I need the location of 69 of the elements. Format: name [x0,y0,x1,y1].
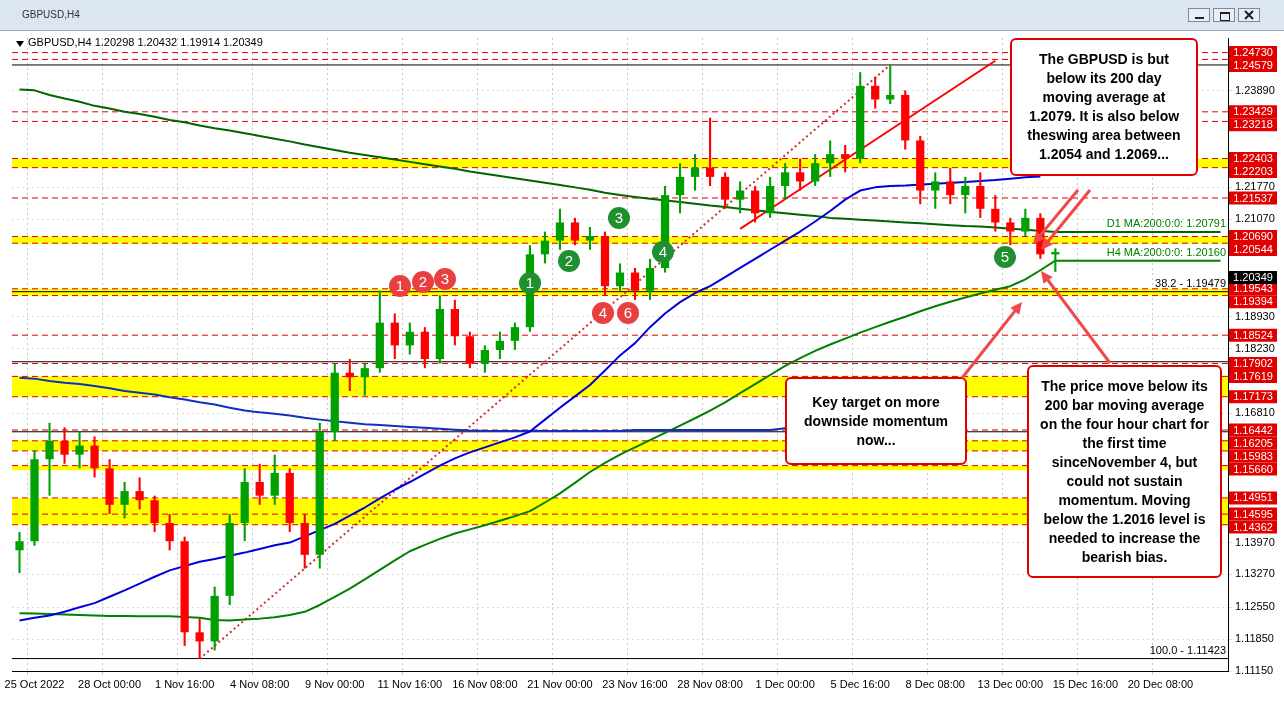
y-tick-label: 1.21070 [1235,212,1275,225]
y-tick-label: 1.18230 [1235,341,1275,354]
x-tick-label: 28 Nov 08:00 [677,677,743,690]
x-tick-label: 21 Nov 00:00 [527,677,593,690]
x-tick-label: 8 Dec 08:00 [905,677,965,690]
ref-line-label: 1.20690 [1233,230,1273,243]
ref-line-label: 1.16205 [1233,436,1273,449]
callout-box: The GBPUSD is but below its 200 day moving average at 1.2079. It is also below theswing area between 1.2054 and 1.2069... [1010,38,1198,176]
ref-line-label: 1.23218 [1233,118,1273,131]
ref-line-label: 1.22403 [1233,152,1273,165]
x-tick-label: 11 Nov 16:00 [377,677,443,690]
annotation: 4 [652,241,674,263]
x-tick-label: 20 Dec 08:00 [1127,677,1194,690]
chart-title: GBPUSD,H4 1.20298 1.20432 1.19914 1.20349 [28,36,263,48]
x-tick-label: 16 Nov 08:00 [452,677,518,690]
ref-line-label: 1.15660 [1233,462,1273,475]
x-tick-label: 15 Dec 16:00 [1052,677,1119,690]
y-tick-label: 1.18930 [1235,309,1275,322]
y-tick-label: 1.11150 [1235,664,1274,677]
ref-line-label: 1.16442 [1233,423,1273,436]
ref-line-label: 1.14595 [1233,507,1273,520]
ref-line-label: 1.17902 [1233,357,1273,370]
ref-line-label: 1.15983 [1233,449,1273,462]
ref-line-label: 1.23429 [1233,105,1273,118]
x-tick-label: 1 Nov 16:00 [154,677,215,690]
x-tick-label: 9 Nov 00:00 [305,677,365,690]
annotation: 5 [994,246,1016,268]
ref-line-label: 1.22203 [1233,165,1273,178]
annotation: 2 [558,250,580,272]
annotation: 1 [519,272,541,294]
x-tick-label: 13 Dec 00:00 [977,677,1044,690]
annotation: 100.0 - 1.11423 [1149,644,1226,657]
annotation: H4 MA:200:0:0: 1.20160 [1106,246,1226,259]
callout-box: The price move below its 200 bar moving average on the four hour chart for the first time sinceNovember 4, but could not sustain momentum. Moving below the 1.2016 level is needed to increase the bearish bias. [1027,365,1222,578]
annotation: 2 [412,271,434,293]
y-tick-label: 1.23890 [1235,83,1275,96]
annotation: 3 [608,207,630,229]
y-tick-label: 1.12550 [1235,600,1275,613]
chart-subtitle: GBPUSD,H4 [22,9,80,20]
y-tick-label: 1.13270 [1235,567,1275,580]
y-tick-label: 1.21770 [1235,180,1275,193]
x-tick-label: 25 Oct 2022 [4,677,65,690]
x-tick-label: 28 Oct 00:00 [78,677,142,690]
y-tick-label: 1.13970 [1235,535,1275,548]
ref-line-label: 1.24730 [1233,46,1273,59]
annotation: 4 [592,302,614,324]
x-tick-label: 23 Nov 16:00 [602,677,668,690]
annotation: 1 [389,275,411,297]
ref-line-label: 1.21537 [1233,191,1273,204]
ref-line-label: 1.18524 [1233,328,1273,341]
annotation: 6 [617,302,639,324]
annotation: 3 [434,268,456,290]
y-tick-label: 1.11850 [1235,632,1274,645]
annotation: 38.2 - 1.19479 [1155,277,1226,290]
x-tick-label: 5 Dec 16:00 [830,677,890,690]
ref-line-label: 1.17619 [1233,370,1273,383]
x-tick-label: 1 Dec 00:00 [755,677,815,690]
ref-line-label: 1.20544 [1233,243,1273,256]
ref-line-label: 1.24579 [1233,59,1273,72]
x-tick-label: 4 Nov 08:00 [230,677,290,690]
callout-box: Key target on more downside momentum now... [785,377,967,465]
text: 1.20349 [1229,271,1277,284]
ref-line-label: 1.17173 [1233,390,1273,403]
ref-line-label: 1.19394 [1233,295,1273,308]
annotation: D1 MA:200:0:0: 1.20791 [1106,217,1226,230]
ref-line-label: 1.14951 [1233,491,1273,504]
ref-line-label: 1.19543 [1233,282,1273,295]
ref-line-label: 1.14362 [1233,520,1273,533]
y-tick-label: 1.16810 [1235,406,1275,419]
